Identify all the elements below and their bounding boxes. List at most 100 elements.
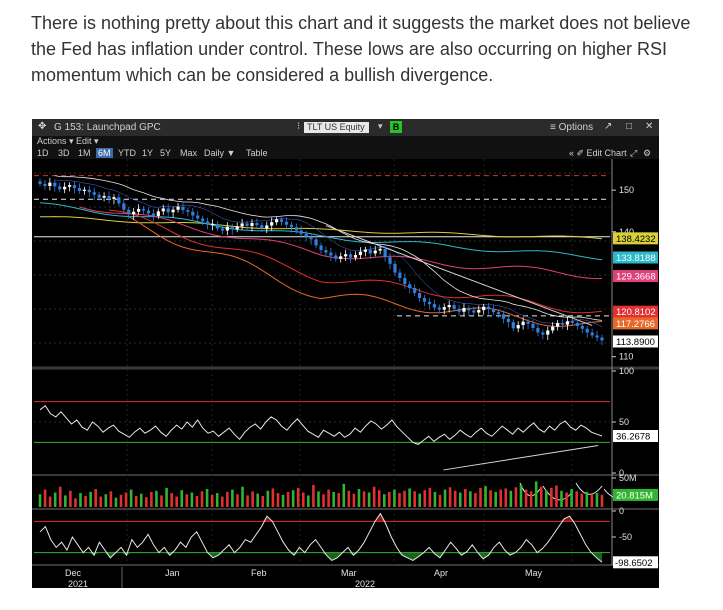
period-1m[interactable]: 1M <box>78 148 91 158</box>
last-value-badge <box>613 335 658 348</box>
close-icon[interactable]: ✕ <box>645 121 654 132</box>
volume-bar <box>205 489 209 507</box>
candle-body <box>595 335 599 338</box>
candle-body <box>38 181 42 184</box>
volume-bar <box>332 491 335 507</box>
candle-body <box>383 248 387 258</box>
candle-body <box>260 225 264 229</box>
volume-bar <box>124 492 128 507</box>
volume-bar <box>545 490 548 507</box>
gear-icon[interactable]: ⚙ <box>643 148 652 158</box>
ticker-field[interactable]: TLT US Equity <box>304 122 369 133</box>
candle-body <box>141 208 146 211</box>
candle-body <box>575 322 579 326</box>
actions-menu[interactable]: Actions ▾ <box>37 136 74 146</box>
candle-body <box>600 337 604 341</box>
options-button[interactable]: ≡ Options <box>550 122 594 133</box>
volume-bar <box>382 494 386 507</box>
candle-body <box>452 305 456 309</box>
volume-bar <box>38 494 42 507</box>
volume-bar <box>271 488 275 507</box>
volume-bar <box>145 497 148 507</box>
minimize-icon[interactable]: □ <box>626 121 633 132</box>
candle-body <box>63 186 67 190</box>
last-value-badge <box>613 232 658 245</box>
candle-body <box>210 223 215 225</box>
x-tick-label: Feb <box>251 568 267 578</box>
candle-body <box>127 209 131 215</box>
moving-average-line <box>79 206 603 280</box>
period-5y[interactable]: 5Y <box>160 148 172 158</box>
candle-body <box>324 250 328 253</box>
candle-body <box>565 321 570 325</box>
candle-body <box>196 215 200 219</box>
fast-moving-average-line <box>54 175 603 321</box>
volume-bar <box>210 494 214 507</box>
candle-body <box>171 209 175 213</box>
volume-bar <box>109 491 113 507</box>
candle-body <box>151 213 155 216</box>
chart-export-icon[interactable]: ⤢ <box>630 148 638 158</box>
candle-body <box>186 210 190 212</box>
table-button[interactable]: Table <box>246 148 268 158</box>
ticker-drag-icon[interactable]: ⁝ <box>297 121 301 132</box>
candle-body <box>368 249 372 254</box>
volume-bar <box>150 491 153 507</box>
price-chart[interactable]: 150 140 110 138.4232 133.8188 129.3668 120.810… <box>32 159 659 588</box>
actions-menu-bar: Actions ▾ Edit ▾ <box>32 136 659 147</box>
volume-bar <box>342 483 346 507</box>
period-max[interactable]: Max <box>180 148 198 158</box>
candle-body <box>511 322 515 329</box>
volume-bar <box>226 491 229 507</box>
volume-bar <box>347 490 351 507</box>
candle-body <box>447 305 451 308</box>
x-tick-label: Dec <box>65 568 82 578</box>
period-ytd[interactable]: YTD <box>118 148 136 158</box>
frequency-dropdown[interactable]: Daily ▼ <box>204 148 236 158</box>
volume-bar <box>165 487 168 507</box>
period-3d[interactable]: 3D <box>58 148 70 158</box>
volume-bar <box>413 491 416 507</box>
volume-bar <box>539 486 543 507</box>
candle-body <box>526 321 530 324</box>
edit-menu[interactable]: Edit ▾ <box>76 136 99 146</box>
candle-body <box>590 332 594 336</box>
edit-chart-button[interactable]: « ✐ Edit Chart <box>569 148 627 158</box>
period-1d[interactable]: 1D <box>37 148 49 158</box>
y-tick-label: -50 <box>619 532 632 542</box>
candle-body <box>201 218 205 222</box>
volume-bar <box>585 491 589 507</box>
volume-bar <box>312 484 315 507</box>
volume-bar <box>362 491 366 507</box>
green-b-button[interactable]: B <box>390 121 402 133</box>
volume-bar <box>388 491 391 507</box>
volume-bar <box>322 494 325 507</box>
candle-body <box>546 330 550 335</box>
volume-bar <box>600 494 604 507</box>
candle-body <box>373 250 377 254</box>
candle-body <box>585 328 589 333</box>
candle-body <box>132 211 136 215</box>
last-value-label: 20.815M <box>616 490 653 501</box>
volume-bar <box>469 491 472 507</box>
candle-body <box>289 224 294 228</box>
period-6m[interactable]: 6M <box>96 148 113 158</box>
last-value-label: 129.3668 <box>616 272 656 283</box>
expand-icon[interactable]: ↗ <box>604 121 613 132</box>
candle-body <box>112 197 116 199</box>
candle-body <box>161 208 165 212</box>
y-tick-label: 150 <box>619 185 634 195</box>
candle-body <box>240 223 244 227</box>
x-tick-label: Jan <box>165 568 180 578</box>
candle-body <box>417 292 422 298</box>
volume-bar <box>438 494 442 507</box>
period-1y[interactable]: 1Y <box>142 148 154 158</box>
ticker-dropdown-icon[interactable]: ▾ <box>378 121 383 131</box>
volume-bar <box>524 489 528 507</box>
candle-body <box>457 308 461 312</box>
move-icon[interactable]: ✥ <box>38 121 47 132</box>
volume-bar <box>418 493 422 507</box>
candle-body <box>388 257 392 264</box>
volume-bar <box>58 486 62 507</box>
candle-body <box>166 208 170 213</box>
